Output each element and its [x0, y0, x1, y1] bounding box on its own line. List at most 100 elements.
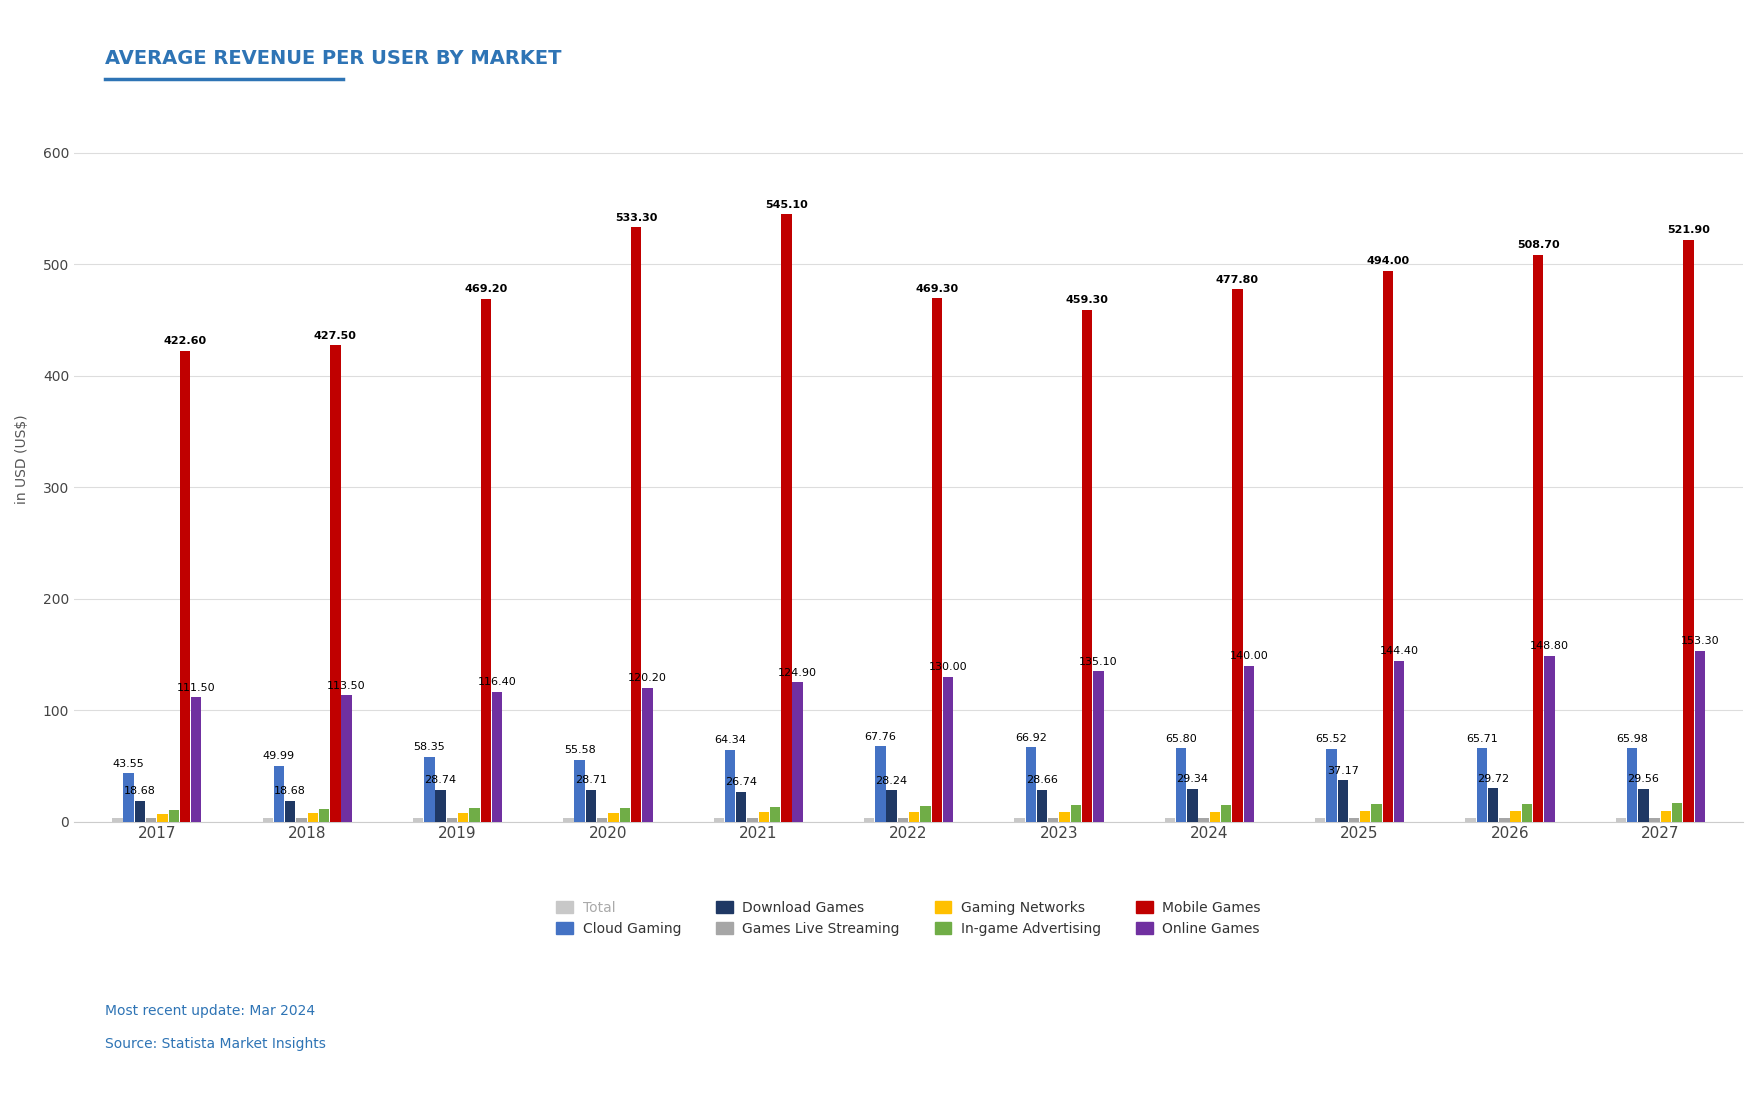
Bar [919, 806, 929, 822]
Bar [1325, 748, 1335, 822]
Text: 28.74: 28.74 [423, 775, 457, 785]
Bar [423, 757, 434, 822]
Bar [1660, 811, 1671, 822]
Text: 144.40: 144.40 [1379, 647, 1418, 656]
Bar [135, 801, 146, 822]
Bar [724, 749, 734, 822]
Bar [1694, 651, 1704, 822]
Text: 120.20: 120.20 [627, 673, 666, 683]
Bar [792, 683, 803, 822]
Bar [1081, 310, 1091, 822]
Bar [1163, 818, 1174, 822]
Text: 28.66: 28.66 [1026, 776, 1058, 785]
Bar [123, 773, 134, 822]
Bar [112, 818, 123, 822]
Bar [341, 695, 351, 822]
Text: 55.58: 55.58 [564, 745, 596, 755]
Bar [274, 766, 285, 822]
Bar [770, 807, 780, 822]
Text: 153.30: 153.30 [1680, 637, 1718, 647]
Text: 469.20: 469.20 [464, 284, 508, 294]
Text: 18.68: 18.68 [125, 787, 156, 796]
Bar [413, 818, 423, 822]
Bar [330, 345, 341, 822]
Bar [169, 811, 179, 822]
Text: 521.90: 521.90 [1666, 225, 1710, 235]
Text: 37.17: 37.17 [1327, 766, 1358, 776]
Text: 140.00: 140.00 [1228, 651, 1267, 661]
Bar [562, 818, 573, 822]
Text: 18.68: 18.68 [274, 787, 306, 796]
Bar [1476, 748, 1486, 822]
Bar [1070, 805, 1081, 822]
Bar [1393, 661, 1404, 822]
Bar [179, 350, 190, 822]
Text: 65.98: 65.98 [1615, 734, 1646, 744]
Text: 130.00: 130.00 [928, 662, 966, 672]
Bar [1024, 747, 1035, 822]
Text: 477.80: 477.80 [1216, 275, 1258, 284]
Bar [713, 818, 724, 822]
Bar [297, 818, 306, 822]
Text: 111.50: 111.50 [177, 683, 216, 693]
Text: 29.34: 29.34 [1175, 775, 1207, 784]
Bar [469, 807, 480, 822]
Bar [1232, 289, 1242, 822]
Bar [1360, 812, 1370, 822]
Text: 58.35: 58.35 [413, 742, 445, 752]
Bar [1499, 818, 1509, 822]
Text: 113.50: 113.50 [327, 680, 365, 690]
Bar [908, 812, 919, 822]
Bar [931, 299, 942, 822]
Bar [1615, 818, 1625, 822]
Bar [192, 697, 202, 822]
Bar [1465, 818, 1474, 822]
Bar [1648, 818, 1659, 822]
Text: 29.56: 29.56 [1627, 775, 1659, 784]
Text: 494.00: 494.00 [1365, 256, 1409, 267]
Bar [875, 746, 886, 822]
Text: 66.92: 66.92 [1014, 733, 1045, 743]
Bar [1370, 804, 1381, 822]
Text: 65.80: 65.80 [1165, 734, 1197, 744]
Bar [1198, 818, 1209, 822]
Text: 28.24: 28.24 [875, 776, 907, 785]
Text: 67.76: 67.76 [864, 732, 896, 742]
Y-axis label: in USD (US$): in USD (US$) [16, 415, 28, 504]
Bar [641, 688, 652, 822]
Bar [1014, 818, 1024, 822]
Text: 469.30: 469.30 [915, 284, 958, 294]
Bar [146, 818, 156, 822]
Bar [492, 691, 503, 822]
Text: 422.60: 422.60 [163, 336, 207, 346]
Bar [631, 228, 641, 822]
Text: 533.30: 533.30 [615, 212, 657, 223]
Bar [942, 677, 952, 822]
Bar [736, 792, 747, 822]
Bar [1543, 655, 1553, 822]
Bar [618, 808, 629, 822]
Bar [1059, 812, 1068, 822]
Bar [446, 818, 457, 822]
Bar [898, 818, 908, 822]
Bar [480, 299, 490, 822]
Bar [863, 818, 873, 822]
Bar [1671, 803, 1681, 822]
Bar [318, 810, 329, 822]
Bar [1532, 255, 1543, 822]
Text: 49.99: 49.99 [264, 752, 295, 761]
Text: 43.55: 43.55 [112, 758, 144, 769]
Text: 135.10: 135.10 [1079, 656, 1117, 666]
Text: 29.72: 29.72 [1476, 775, 1508, 784]
Bar [1175, 748, 1186, 822]
Bar [608, 813, 618, 822]
Text: 508.70: 508.70 [1516, 240, 1558, 251]
Text: 116.40: 116.40 [478, 677, 517, 687]
Bar [1209, 812, 1219, 822]
Bar [1522, 804, 1530, 822]
Text: 65.71: 65.71 [1465, 734, 1497, 744]
Bar [436, 790, 446, 822]
Text: 459.30: 459.30 [1065, 295, 1109, 305]
Text: 28.71: 28.71 [575, 776, 606, 785]
Bar [759, 813, 768, 822]
